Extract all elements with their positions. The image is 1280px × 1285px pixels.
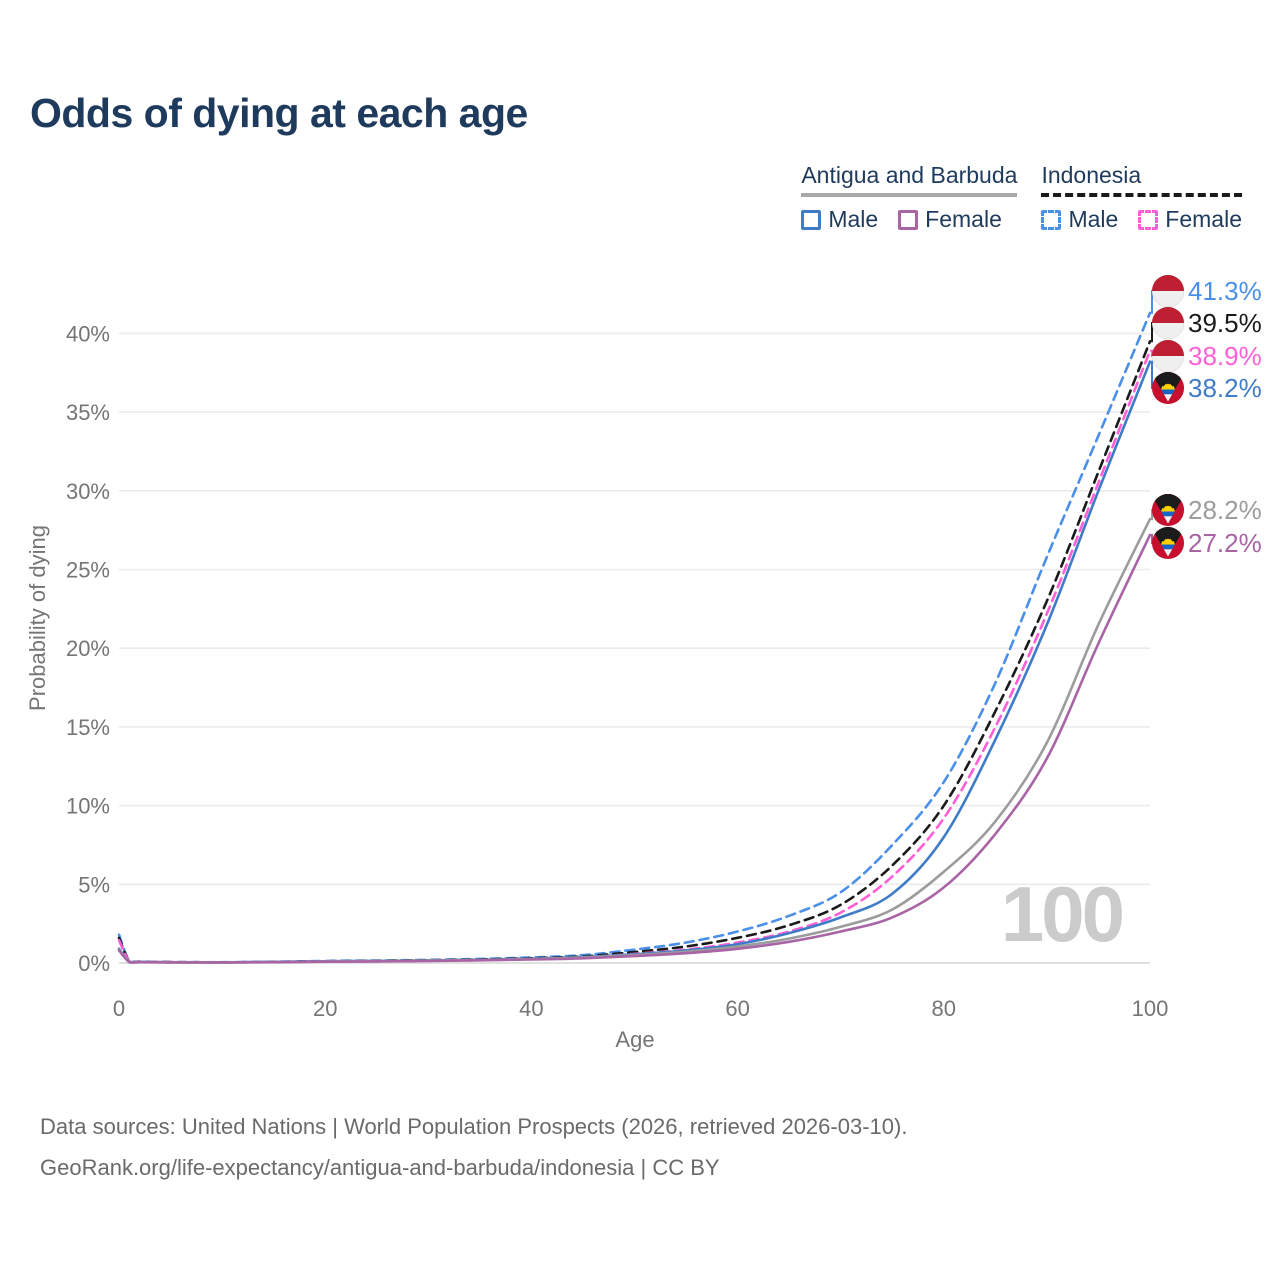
antigua-and-barbuda-flag-icon xyxy=(1151,526,1185,560)
line-indonesia-both-sexes xyxy=(117,340,1152,964)
end-value-label: 28.2% xyxy=(1188,495,1262,525)
antigua-and-barbuda-flag-icon xyxy=(1151,371,1185,405)
line-indonesia-female xyxy=(117,349,1152,964)
y-tick-label: 0% xyxy=(78,951,110,976)
x-tick-label: 100 xyxy=(1132,996,1169,1021)
legend-item-label: Female xyxy=(1165,206,1242,232)
end-value-label: 39.5% xyxy=(1188,308,1262,338)
watermark: 100 xyxy=(1001,870,1123,958)
legend-swatch-icon xyxy=(801,209,822,230)
legend-swatch-icon xyxy=(1041,209,1062,230)
x-tick-label: 60 xyxy=(725,996,749,1021)
y-tick-label: 5% xyxy=(78,872,110,897)
legend-item-label: Female xyxy=(925,206,1002,232)
end-value-label: 27.2% xyxy=(1188,528,1262,558)
indonesia-flag-icon xyxy=(1151,274,1185,308)
line-indonesia-male xyxy=(117,311,1152,964)
end-value-label: 41.3% xyxy=(1188,276,1262,306)
y-tick-label: 10% xyxy=(66,794,110,819)
legend-swatch-icon xyxy=(898,209,919,230)
legend-swatch-icon xyxy=(1138,209,1159,230)
x-tick-label: 20 xyxy=(313,996,337,1021)
legend-group-title: Antigua and Barbuda xyxy=(801,162,1018,197)
legend: Antigua and Barbuda Male Female Indonesia Ma… xyxy=(801,162,1242,233)
antigua-and-barbuda-flag-icon xyxy=(1151,493,1185,527)
legend-group-indonesia: Indonesia Male Female xyxy=(1041,162,1242,233)
end-value-label: 38.9% xyxy=(1188,341,1262,371)
x-tick-label: 40 xyxy=(519,996,543,1021)
legend-item-label: Male xyxy=(828,206,879,232)
y-tick-label: 30% xyxy=(66,479,110,504)
attribution-line: GeoRank.org/life-expectancy/antigua-and-… xyxy=(40,1155,720,1180)
y-tick-label: 40% xyxy=(66,321,110,346)
y-tick-label: 35% xyxy=(66,400,110,425)
y-tick-label: 25% xyxy=(66,558,110,583)
legend-group-title: Indonesia xyxy=(1041,162,1242,197)
legend-item-indonesia-male[interactable]: Male xyxy=(1041,206,1118,233)
indonesia-flag-icon xyxy=(1151,339,1185,373)
indonesia-flag-icon xyxy=(1151,306,1185,340)
legend-group-antigua-and-barbuda: Antigua and Barbuda Male Female xyxy=(801,162,1018,233)
end-value-label: 38.2% xyxy=(1188,373,1262,403)
x-axis-title: Age xyxy=(615,1027,654,1052)
legend-item-antigua-and-barbuda-male[interactable]: Male xyxy=(801,206,878,233)
x-tick-label: 0 xyxy=(113,996,125,1021)
page-title: Odds of dying at each age xyxy=(30,90,528,136)
footer: Data sources: United Nations | World Pop… xyxy=(40,1106,907,1188)
line-antigua-and-barbuda-female xyxy=(117,533,1152,964)
data-sources-line: Data sources: United Nations | World Pop… xyxy=(40,1114,908,1139)
y-tick-label: 20% xyxy=(66,636,110,661)
y-axis-title: Probability of dying xyxy=(25,525,50,711)
legend-item-antigua-and-barbuda-female[interactable]: Female xyxy=(898,206,1002,233)
y-tick-label: 15% xyxy=(66,715,110,740)
line-antigua-and-barbuda-male xyxy=(117,360,1152,964)
legend-item-indonesia-female[interactable]: Female xyxy=(1138,206,1242,233)
x-tick-label: 80 xyxy=(932,996,956,1021)
legend-item-label: Male xyxy=(1068,206,1119,232)
